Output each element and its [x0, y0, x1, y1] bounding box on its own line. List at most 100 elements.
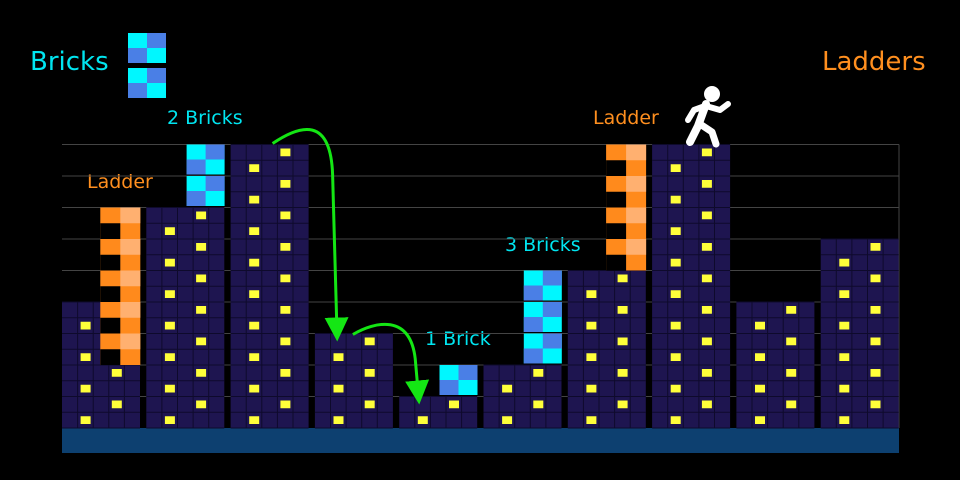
building — [652, 144, 731, 429]
window — [280, 148, 291, 157]
window — [670, 164, 681, 172]
brick-cell — [128, 48, 147, 63]
brick-block-icon — [128, 33, 166, 63]
window — [670, 258, 681, 267]
window — [870, 274, 881, 283]
ladder-gap — [100, 317, 121, 334]
three-bricks-label: 3 Bricks — [505, 234, 581, 256]
running-person-icon — [685, 86, 731, 148]
brick-cell — [186, 159, 206, 175]
window — [196, 243, 207, 251]
building — [820, 238, 899, 429]
jump-arrows — [271, 127, 430, 405]
window — [617, 369, 628, 377]
ladder-gap — [606, 254, 627, 271]
window — [196, 274, 207, 283]
window — [249, 290, 260, 298]
brick-cell — [128, 83, 147, 98]
ladder-segment-icon — [120, 302, 141, 318]
ladders-legend-title: Ladders — [822, 47, 926, 77]
ladder-gap — [100, 349, 121, 365]
window — [533, 369, 544, 377]
window — [755, 416, 765, 424]
window — [196, 400, 207, 409]
window — [280, 369, 291, 377]
window — [502, 384, 513, 393]
window — [670, 290, 681, 298]
window — [755, 353, 765, 361]
window — [164, 321, 175, 330]
ladders — [100, 144, 647, 365]
window — [839, 258, 850, 267]
window — [701, 243, 712, 251]
window — [670, 321, 681, 330]
window — [586, 416, 597, 424]
window — [249, 164, 260, 172]
window — [364, 369, 375, 377]
window — [701, 180, 712, 188]
brick-cell — [186, 191, 206, 206]
ladder-segment-icon — [120, 239, 141, 255]
window — [364, 337, 375, 346]
window — [249, 321, 260, 330]
window — [164, 416, 175, 424]
window — [701, 400, 712, 409]
jump-arrow — [271, 127, 349, 342]
brick-block-icon — [439, 365, 478, 395]
window — [786, 337, 797, 346]
window — [870, 337, 881, 346]
window — [670, 227, 681, 235]
brick-stacks — [186, 144, 562, 395]
window — [755, 321, 765, 330]
window — [249, 227, 260, 235]
brick-cell — [542, 270, 562, 286]
ladder-gap — [100, 254, 121, 271]
ladder — [606, 144, 647, 271]
window — [870, 400, 881, 409]
window — [870, 369, 881, 377]
window — [839, 384, 850, 393]
brick-cell — [205, 144, 225, 160]
window — [364, 400, 375, 409]
window — [280, 337, 291, 346]
window — [249, 353, 260, 361]
window — [111, 369, 122, 377]
window — [870, 243, 881, 251]
building — [483, 364, 562, 429]
window — [196, 211, 207, 220]
two-bricks-label: 2 Bricks — [167, 107, 243, 129]
ladder-segment-icon — [120, 207, 141, 224]
window — [786, 369, 797, 377]
window — [80, 353, 91, 361]
bricks-legend-title: Bricks — [30, 47, 109, 77]
window — [80, 384, 91, 393]
brick-block-icon — [186, 144, 225, 175]
ladder-left-label: Ladder — [87, 171, 153, 193]
ground — [62, 428, 899, 453]
window — [617, 274, 628, 283]
window — [111, 400, 122, 409]
brick-cell — [523, 348, 543, 364]
window — [164, 290, 175, 298]
window — [249, 384, 260, 393]
window — [870, 306, 881, 314]
window — [280, 211, 291, 220]
window — [701, 369, 712, 377]
ladder-segment-icon — [626, 176, 647, 192]
window — [249, 416, 260, 424]
brick-cell — [147, 68, 166, 83]
brick-block-icon — [523, 333, 562, 364]
window — [670, 195, 681, 204]
ladder — [100, 207, 141, 365]
buildings — [62, 144, 899, 429]
window — [280, 274, 291, 283]
window — [670, 353, 681, 361]
ladder-right-label: Ladder — [593, 107, 659, 129]
brick-cell — [542, 302, 562, 317]
brick-block-icon — [128, 68, 166, 98]
window — [164, 258, 175, 267]
building — [399, 396, 478, 429]
window — [617, 306, 628, 314]
window — [280, 180, 291, 188]
